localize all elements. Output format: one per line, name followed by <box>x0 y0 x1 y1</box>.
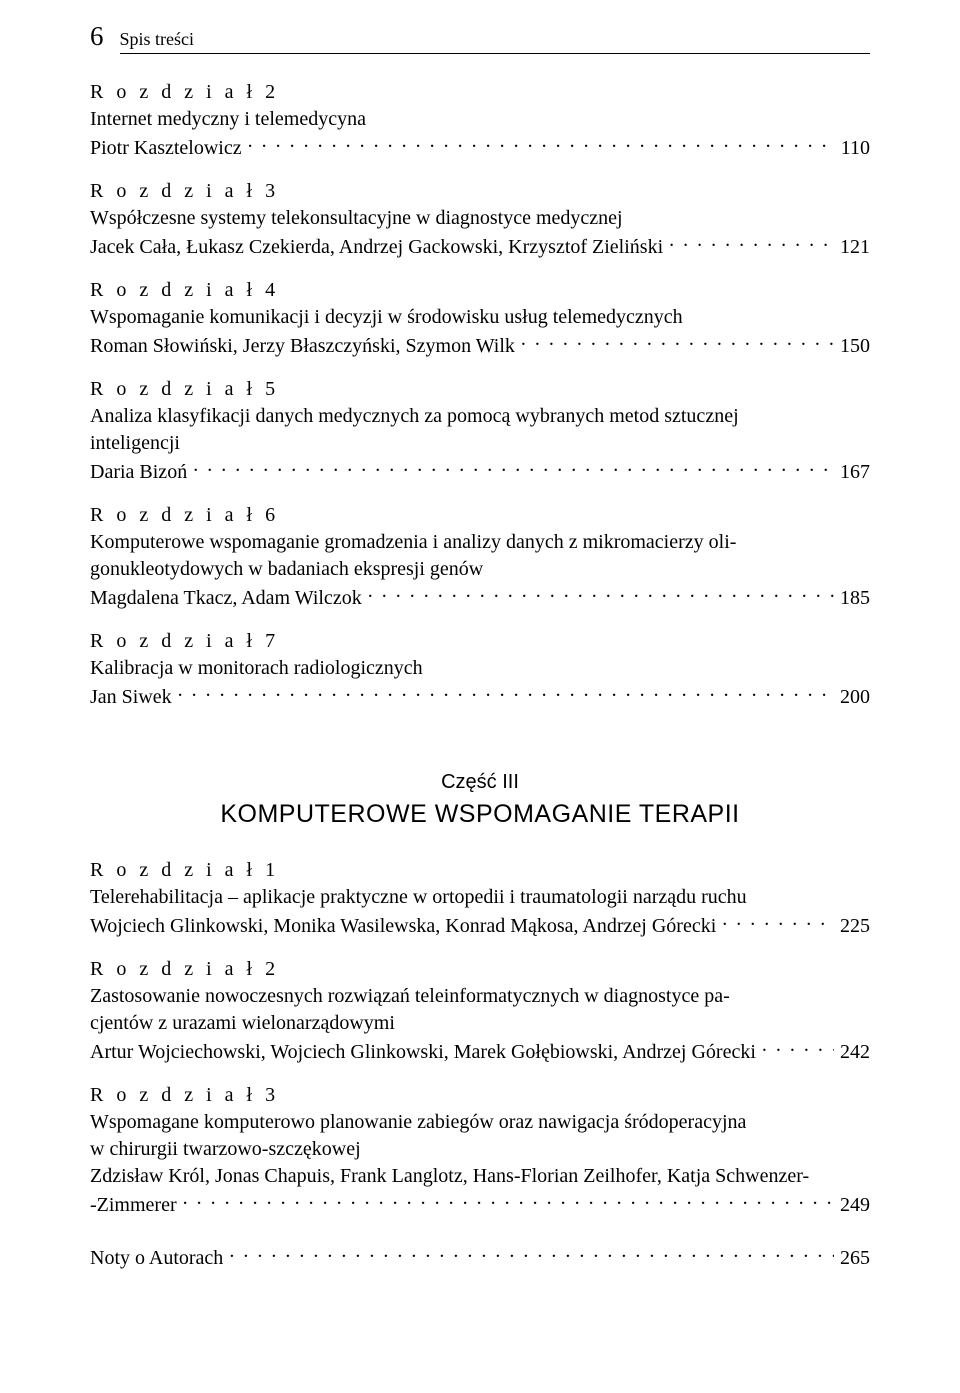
chapter-label: R o z d z i a ł 2 <box>90 957 870 982</box>
chapter-label: R o z d z i a ł 4 <box>90 278 870 303</box>
toc-entry: R o z d z i a ł 4Wspomaganie komunikacji… <box>90 278 870 359</box>
entry-author-row: Jacek Cała, Łukasz Czekierda, Andrzej Ga… <box>90 233 870 260</box>
chapter-label: R o z d z i a ł 3 <box>90 179 870 204</box>
entry-page: 225 <box>840 914 870 939</box>
toc-entry: R o z d z i a ł 2Zastosowanie nowoczesny… <box>90 957 870 1065</box>
entry-author: Magdalena Tkacz, Adam Wilczok <box>90 586 362 611</box>
dot-leader <box>178 683 834 703</box>
entry-author: Piotr Kasztelowicz <box>90 136 242 161</box>
running-title: Spis treści <box>120 28 871 51</box>
toc-entry: R o z d z i a ł 3Współczesne systemy tel… <box>90 179 870 260</box>
entry-author: Jacek Cała, Łukasz Czekierda, Andrzej Ga… <box>90 235 663 260</box>
entry-author: Roman Słowiński, Jerzy Błaszczyński, Szy… <box>90 334 515 359</box>
final-page: 265 <box>840 1246 870 1271</box>
entry-author-row: Wojciech Glinkowski, Monika Wasilewska, … <box>90 912 870 939</box>
entry-author-row: Roman Słowiński, Jerzy Błaszczyński, Szy… <box>90 332 870 359</box>
entry-author: Daria Bizoń <box>90 460 187 485</box>
entry-author-row: Piotr Kasztelowicz 110 <box>90 134 870 161</box>
entry-title-line: Wspomaganie komunikacji i decyzji w środ… <box>90 305 870 330</box>
entry-author-line2: -Zimmerer <box>90 1193 177 1218</box>
entry-author: Wojciech Glinkowski, Monika Wasilewska, … <box>90 914 716 939</box>
entry-title-line: w chirurgii twarzowo-szczękowej <box>90 1137 870 1162</box>
part-heading: Część III KOMPUTEROWE WSPOMAGANIE TERAPI… <box>90 770 870 830</box>
chapter-label: R o z d z i a ł 7 <box>90 629 870 654</box>
entry-page: 200 <box>840 685 870 710</box>
chapter-label: R o z d z i a ł 5 <box>90 377 870 402</box>
toc-entry: R o z d z i a ł 7Kalibracja w monitorach… <box>90 629 870 710</box>
toc-entry: R o z d z i a ł 2Internet medyczny i tel… <box>90 80 870 161</box>
chapter-label: R o z d z i a ł 6 <box>90 503 870 528</box>
entry-author-row: Jan Siwek 200 <box>90 683 870 710</box>
final-entry: Noty o Autorach 265 <box>90 1244 870 1271</box>
entry-page: 167 <box>840 460 870 485</box>
entry-title-line: inteligencji <box>90 431 870 456</box>
entry-title-line: Współczesne systemy telekonsultacyjne w … <box>90 206 870 231</box>
toc-entry: R o z d z i a ł 6Komputerowe wspomaganie… <box>90 503 870 611</box>
dot-leader <box>368 584 834 604</box>
chapter-label: R o z d z i a ł 2 <box>90 80 870 105</box>
dot-leader <box>229 1244 834 1264</box>
page-number-top: 6 <box>90 20 104 54</box>
page: 6 Spis treści R o z d z i a ł 2Internet … <box>0 0 960 1393</box>
final-label: Noty o Autorach <box>90 1246 223 1271</box>
entry-title-line: gonukleotydowych w badaniach ekspresji g… <box>90 557 870 582</box>
entry-author-row: Daria Bizoń 167 <box>90 458 870 485</box>
entry-page: 185 <box>840 586 870 611</box>
dot-leader <box>521 332 834 352</box>
toc-entry: R o z d z i a ł 3Wspomagane komputerowo … <box>90 1083 870 1218</box>
toc-entry: R o z d z i a ł 1Telerehabilitacja – apl… <box>90 858 870 939</box>
entry-title-line: Kalibracja w monitorach radiologicznych <box>90 656 870 681</box>
entry-author-row: Artur Wojciechowski, Wojciech Glinkowski… <box>90 1038 870 1065</box>
entry-title-line: Komputerowe wspomaganie gromadzenia i an… <box>90 530 870 555</box>
header-rule <box>120 53 871 54</box>
entry-title-line: cjentów z urazami wielonarządowymi <box>90 1011 870 1036</box>
entry-title-line: Analiza klasyfikacji danych medycznych z… <box>90 404 870 429</box>
toc-entry: R o z d z i a ł 5Analiza klasyfikacji da… <box>90 377 870 485</box>
entry-title-line: Telerehabilitacja – aplikacje praktyczne… <box>90 885 870 910</box>
entry-page: 121 <box>840 235 870 260</box>
page-header: 6 Spis treści <box>90 20 870 54</box>
dot-leader <box>193 458 834 478</box>
entry-page: 249 <box>840 1193 870 1218</box>
dot-leader <box>248 134 835 154</box>
entry-title-line: Internet medyczny i telemedycyna <box>90 107 870 132</box>
entry-author-row: Magdalena Tkacz, Adam Wilczok 185 <box>90 584 870 611</box>
entry-author-line1: Zdzisław Król, Jonas Chapuis, Frank Lang… <box>90 1164 870 1189</box>
entry-author: Jan Siwek <box>90 685 172 710</box>
entry-title-line: Zastosowanie nowoczesnych rozwiązań tele… <box>90 984 870 1009</box>
entry-page: 110 <box>841 136 870 161</box>
entry-author: Artur Wojciechowski, Wojciech Glinkowski… <box>90 1040 756 1065</box>
chapter-label: R o z d z i a ł 1 <box>90 858 870 883</box>
dot-leader <box>669 233 834 253</box>
part-title: KOMPUTEROWE WSPOMAGANIE TERAPII <box>90 799 870 830</box>
chapter-label: R o z d z i a ł 3 <box>90 1083 870 1108</box>
dot-leader <box>722 912 834 932</box>
toc-entries-top: R o z d z i a ł 2Internet medyczny i tel… <box>90 80 870 710</box>
part-label: Część III <box>90 770 870 795</box>
dot-leader <box>183 1191 834 1211</box>
dot-leader <box>762 1038 834 1058</box>
entry-title-line: Wspomagane komputerowo planowanie zabieg… <box>90 1110 870 1135</box>
toc-entries-bottom: R o z d z i a ł 1Telerehabilitacja – apl… <box>90 858 870 1218</box>
entry-page: 150 <box>840 334 870 359</box>
entry-page: 242 <box>840 1040 870 1065</box>
header-right: Spis treści <box>120 28 871 54</box>
entry-author-row: -Zimmerer 249 <box>90 1191 870 1218</box>
